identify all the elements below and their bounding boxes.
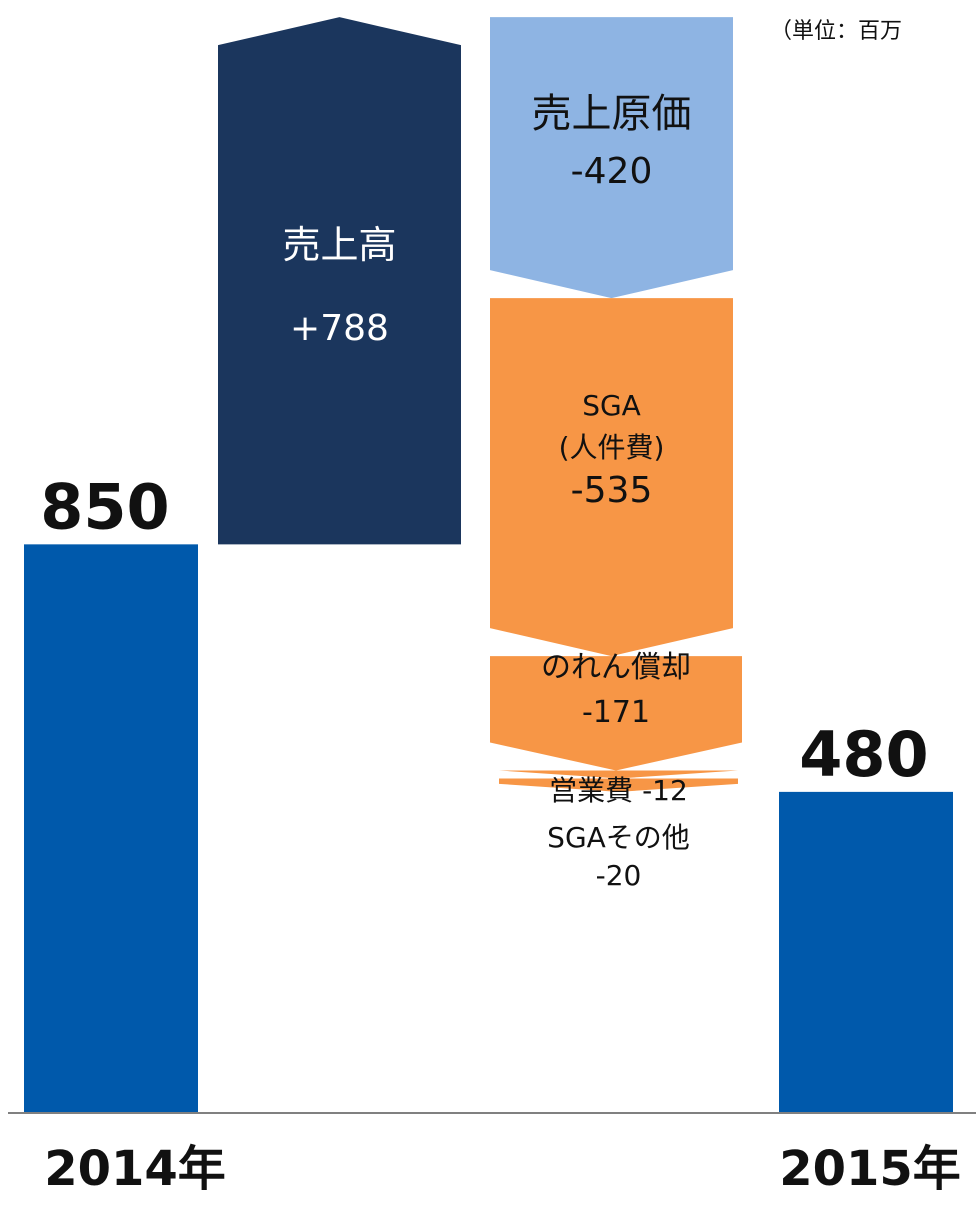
bar-value-label-4: -171 bbox=[582, 695, 650, 730]
bar-value-label-sales: +788 bbox=[290, 308, 389, 349]
bar-name-label-sales: 売上高 bbox=[282, 223, 396, 267]
bar-value-label-2: -420 bbox=[571, 151, 653, 192]
bar-name-label-4: のれん償却 bbox=[541, 650, 691, 685]
bar-name-label-3-b: (人件費) bbox=[559, 431, 665, 464]
bar-value-label-6: -20 bbox=[596, 859, 642, 892]
total-bar-7 bbox=[779, 791, 953, 1113]
bar-name-label-2: 売上原価 bbox=[532, 91, 692, 137]
decrease-bar-6 bbox=[499, 778, 738, 792]
total-value-label-7: 480 bbox=[799, 718, 928, 791]
x-tick-label-0: 2014年 bbox=[44, 1141, 226, 1197]
unit-note: （単位：百万 bbox=[770, 19, 902, 44]
bar-name-label-6: SGAその他 bbox=[547, 821, 690, 854]
increase-bar-sales bbox=[218, 17, 461, 545]
total-value-label-0: 850 bbox=[40, 470, 169, 543]
bar-value-label-3: -535 bbox=[571, 470, 653, 511]
x-tick-label-7: 2015年 bbox=[779, 1141, 961, 1197]
decrease-bar-3 bbox=[490, 298, 733, 657]
bar-combined-label-5: 営業費 -12 bbox=[549, 774, 688, 807]
total-bar-0 bbox=[24, 544, 198, 1113]
decrease-bar-4 bbox=[490, 656, 742, 771]
decrease-bar-2 bbox=[490, 17, 733, 299]
decrease-bar-5 bbox=[499, 770, 738, 779]
bar-name-label-3-a: SGA bbox=[582, 389, 641, 422]
